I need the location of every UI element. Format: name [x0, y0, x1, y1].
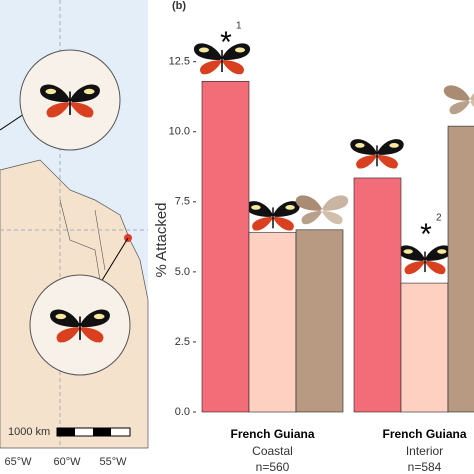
panel-label: (b): [172, 0, 186, 12]
y-axis-label: % Attacked: [153, 202, 170, 277]
x-tick-label: French Guiana: [230, 427, 314, 441]
y-tick-label: 12.5: [169, 56, 190, 68]
n-label: n=584: [408, 460, 442, 474]
y-tick-label: 0.0: [175, 406, 190, 418]
y-tick-label: 2.5: [175, 336, 190, 348]
bar: [447, 125, 474, 413]
bar: [400, 282, 449, 413]
y-tick-label: 5.0: [175, 266, 190, 278]
bar: [201, 80, 250, 413]
scale-label: 1000 km: [8, 426, 50, 438]
n-label: n=560: [256, 460, 290, 474]
lon-label: 55°W: [99, 456, 127, 468]
significance-note: 1: [236, 21, 242, 32]
bar: [295, 229, 344, 413]
x-sublabel: Coastal: [252, 444, 293, 458]
x-tick-label: French Guiana: [382, 427, 466, 441]
map: 1000 km 65°W 60°W 55°W: [0, 0, 149, 468]
y-tick-label: 10.0: [169, 126, 190, 138]
significance-note: 2: [436, 213, 442, 224]
lon-label: 60°W: [53, 456, 81, 468]
scale-bar: [56, 427, 131, 437]
y-tick-label: 7.5: [175, 196, 190, 208]
x-sublabel: Interior: [406, 444, 443, 458]
bar: [353, 177, 402, 413]
bar: [248, 232, 297, 413]
significance-star: *: [220, 26, 232, 59]
significance-star: *: [420, 218, 432, 251]
lon-label: 65°W: [4, 456, 32, 468]
